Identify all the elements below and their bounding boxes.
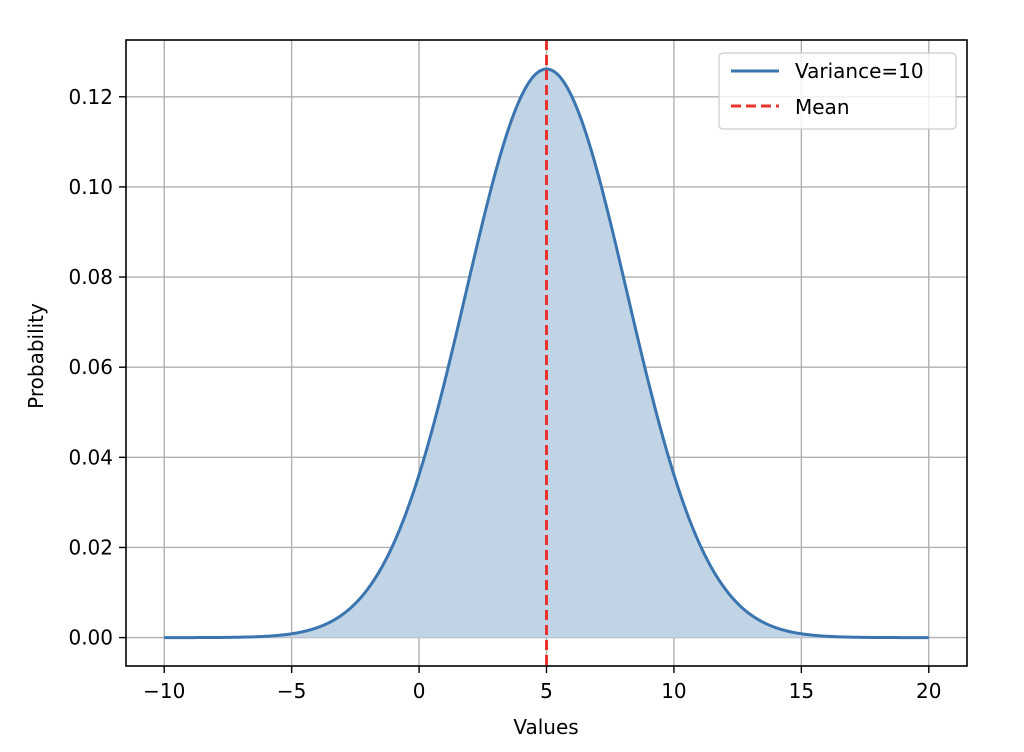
- y-tick-label: 0.02: [68, 535, 113, 559]
- legend-label-mean: Mean: [795, 95, 850, 119]
- legend-label-variance: Variance=10: [795, 59, 924, 83]
- density-fill-area: [164, 69, 929, 638]
- x-tick-label: −5: [277, 679, 306, 703]
- y-tick-label: 0.06: [68, 355, 113, 379]
- x-tick-label: 0: [413, 679, 426, 703]
- x-tick-label: 20: [916, 679, 941, 703]
- x-tick-label: 10: [661, 679, 686, 703]
- x-tick-label: 5: [540, 679, 553, 703]
- y-tick-label: 0.10: [68, 175, 113, 199]
- x-tick-label: 15: [789, 679, 814, 703]
- plot-series: [164, 40, 929, 666]
- y-tick-label: 0.04: [68, 445, 113, 469]
- density-curve: [164, 67, 929, 640]
- y-tick-label: 0.08: [68, 265, 113, 289]
- x-axis-label: Values: [513, 715, 578, 739]
- x-tick-label: −10: [143, 679, 185, 703]
- y-tick-label: 0.12: [68, 85, 113, 109]
- axis-ticks: −10 −5 0 5 10 15 20 0.00 0.02 0.04 0.06 0.08 0.10 0.1…: [68, 85, 941, 703]
- y-axis-label: Probability: [24, 303, 48, 409]
- legend: Variance=10 Mean: [718, 52, 957, 130]
- y-tick-label: 0.00: [68, 626, 113, 650]
